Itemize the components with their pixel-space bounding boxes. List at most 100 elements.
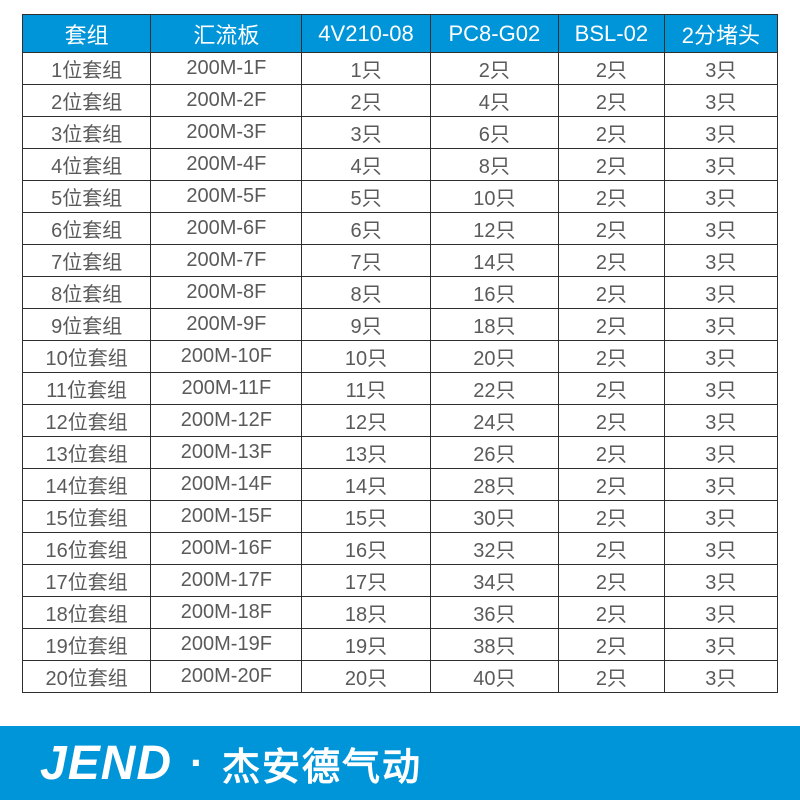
cell-r0-c3: 2只: [430, 53, 558, 85]
cell-r14-c2: 15只: [302, 501, 430, 533]
cell-r3-c2: 4只: [302, 149, 430, 181]
cell-r11-c0: 12位套组: [23, 405, 151, 437]
cell-r4-c3: 10只: [430, 181, 558, 213]
cell-r15-c4: 2只: [559, 533, 665, 565]
table-row: 15位套组200M-15F15只30只2只3只: [23, 501, 778, 533]
cell-r6-c3: 14只: [430, 245, 558, 277]
cell-r14-c0: 15位套组: [23, 501, 151, 533]
table-row: 7位套组200M-7F7只14只2只3只: [23, 245, 778, 277]
cell-r5-c5: 3只: [664, 213, 777, 245]
cell-r19-c2: 20只: [302, 661, 430, 693]
cell-r6-c2: 7只: [302, 245, 430, 277]
cell-r12-c2: 13只: [302, 437, 430, 469]
cell-r19-c5: 3只: [664, 661, 777, 693]
cell-r1-c1: 200M-2F: [151, 85, 302, 117]
table-row: 11位套组200M-11F11只22只2只3只: [23, 373, 778, 405]
cell-r12-c4: 2只: [559, 437, 665, 469]
cell-r19-c4: 2只: [559, 661, 665, 693]
cell-r14-c5: 3只: [664, 501, 777, 533]
table-head: 套组汇流板4V210-08PC8-G02BSL-022分堵头: [23, 15, 778, 53]
cell-r9-c3: 20只: [430, 341, 558, 373]
brand-footer: JEND · 杰安德气动: [0, 726, 800, 800]
cell-r8-c2: 9只: [302, 309, 430, 341]
cell-r4-c1: 200M-5F: [151, 181, 302, 213]
table-row: 13位套组200M-13F13只26只2只3只: [23, 437, 778, 469]
table-row: 4位套组200M-4F4只8只2只3只: [23, 149, 778, 181]
col-header-1: 汇流板: [151, 15, 302, 53]
table-row: 5位套组200M-5F5只10只2只3只: [23, 181, 778, 213]
cell-r4-c4: 2只: [559, 181, 665, 213]
cell-r0-c4: 2只: [559, 53, 665, 85]
cell-r19-c0: 20位套组: [23, 661, 151, 693]
table-row: 6位套组200M-6F6只12只2只3只: [23, 213, 778, 245]
cell-r2-c4: 2只: [559, 117, 665, 149]
cell-r3-c4: 2只: [559, 149, 665, 181]
cell-r10-c2: 11只: [302, 373, 430, 405]
col-header-4: BSL-02: [559, 15, 665, 53]
cell-r15-c2: 16只: [302, 533, 430, 565]
cell-r2-c1: 200M-3F: [151, 117, 302, 149]
cell-r11-c1: 200M-12F: [151, 405, 302, 437]
cell-r12-c0: 13位套组: [23, 437, 151, 469]
cell-r11-c3: 24只: [430, 405, 558, 437]
table-container: 套组汇流板4V210-08PC8-G02BSL-022分堵头 1位套组200M-…: [0, 0, 800, 693]
cell-r17-c5: 3只: [664, 597, 777, 629]
cell-r13-c3: 28只: [430, 469, 558, 501]
cell-r2-c3: 6只: [430, 117, 558, 149]
cell-r7-c3: 16只: [430, 277, 558, 309]
table-row: 19位套组200M-19F19只38只2只3只: [23, 629, 778, 661]
table-row: 1位套组200M-1F1只2只2只3只: [23, 53, 778, 85]
cell-r10-c1: 200M-11F: [151, 373, 302, 405]
cell-r2-c2: 3只: [302, 117, 430, 149]
cell-r18-c3: 38只: [430, 629, 558, 661]
table-row: 18位套组200M-18F18只36只2只3只: [23, 597, 778, 629]
cell-r1-c4: 2只: [559, 85, 665, 117]
cell-r5-c0: 6位套组: [23, 213, 151, 245]
table-row: 16位套组200M-16F16只32只2只3只: [23, 533, 778, 565]
cell-r17-c2: 18只: [302, 597, 430, 629]
cell-r18-c2: 19只: [302, 629, 430, 661]
cell-r9-c2: 10只: [302, 341, 430, 373]
col-header-0: 套组: [23, 15, 151, 53]
cell-r2-c0: 3位套组: [23, 117, 151, 149]
table-row: 3位套组200M-3F3只6只2只3只: [23, 117, 778, 149]
cell-r13-c2: 14只: [302, 469, 430, 501]
brand-separator: ·: [190, 739, 204, 787]
cell-r8-c4: 2只: [559, 309, 665, 341]
cell-r13-c1: 200M-14F: [151, 469, 302, 501]
cell-r15-c0: 16位套组: [23, 533, 151, 565]
cell-r11-c4: 2只: [559, 405, 665, 437]
col-header-5: 2分堵头: [664, 15, 777, 53]
cell-r3-c0: 4位套组: [23, 149, 151, 181]
cell-r17-c1: 200M-18F: [151, 597, 302, 629]
cell-r11-c5: 3只: [664, 405, 777, 437]
cell-r5-c3: 12只: [430, 213, 558, 245]
cell-r1-c5: 3只: [664, 85, 777, 117]
cell-r1-c0: 2位套组: [23, 85, 151, 117]
cell-r13-c0: 14位套组: [23, 469, 151, 501]
table-row: 2位套组200M-2F2只4只2只3只: [23, 85, 778, 117]
cell-r7-c0: 8位套组: [23, 277, 151, 309]
cell-r5-c4: 2只: [559, 213, 665, 245]
cell-r3-c3: 8只: [430, 149, 558, 181]
cell-r18-c1: 200M-19F: [151, 629, 302, 661]
cell-r6-c0: 7位套组: [23, 245, 151, 277]
table-row: 10位套组200M-10F10只20只2只3只: [23, 341, 778, 373]
cell-r19-c1: 200M-20F: [151, 661, 302, 693]
cell-r8-c3: 18只: [430, 309, 558, 341]
cell-r4-c2: 5只: [302, 181, 430, 213]
cell-r9-c1: 200M-10F: [151, 341, 302, 373]
cell-r9-c0: 10位套组: [23, 341, 151, 373]
table-row: 12位套组200M-12F12只24只2只3只: [23, 405, 778, 437]
cell-r7-c2: 8只: [302, 277, 430, 309]
cell-r7-c1: 200M-8F: [151, 277, 302, 309]
cell-r2-c5: 3只: [664, 117, 777, 149]
cell-r13-c4: 2只: [559, 469, 665, 501]
cell-r4-c0: 5位套组: [23, 181, 151, 213]
product-table: 套组汇流板4V210-08PC8-G02BSL-022分堵头 1位套组200M-…: [22, 14, 778, 693]
table-row: 9位套组200M-9F9只18只2只3只: [23, 309, 778, 341]
cell-r9-c5: 3只: [664, 341, 777, 373]
cell-r17-c3: 36只: [430, 597, 558, 629]
cell-r1-c2: 2只: [302, 85, 430, 117]
cell-r0-c5: 3只: [664, 53, 777, 85]
